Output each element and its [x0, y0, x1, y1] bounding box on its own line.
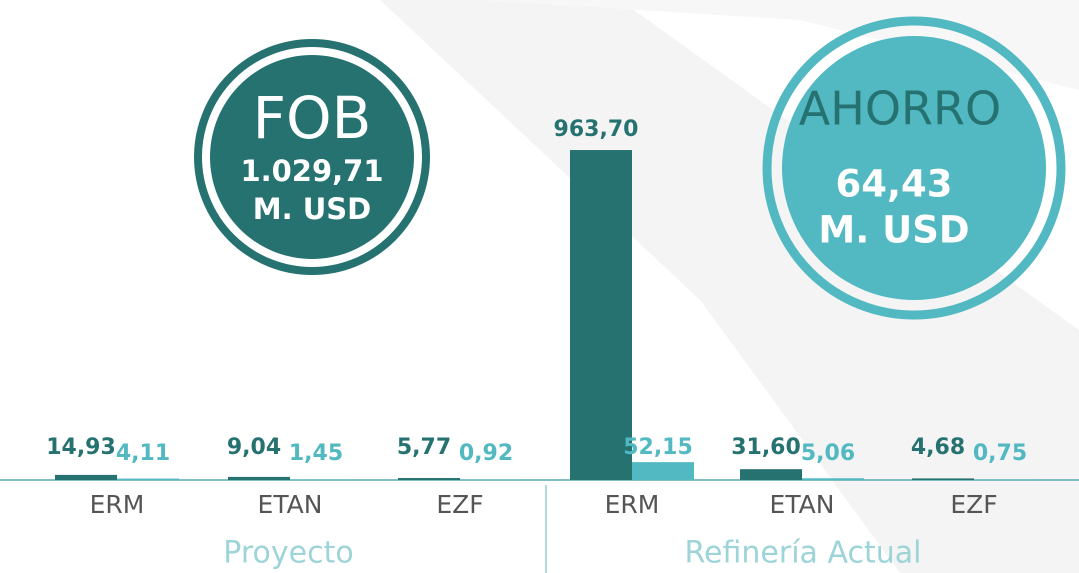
bar [398, 478, 460, 480]
x-tick-label: ERM [90, 490, 145, 519]
badge-value: 64,43 [835, 163, 952, 206]
bar [740, 469, 802, 480]
value-label: 963,70 [554, 117, 639, 142]
x-tick-label: ETAN [258, 490, 323, 519]
bar [632, 462, 694, 480]
badge-value: 1.029,71 [240, 154, 383, 188]
bar [117, 478, 179, 480]
value-label: 4,68 [911, 435, 965, 460]
bar [228, 476, 290, 480]
badge-fill [782, 36, 1046, 300]
x-tick-label: EZF [436, 490, 483, 519]
value-label: 31,60 [731, 435, 801, 460]
bar [55, 474, 117, 480]
badge-title: AHORRO [799, 82, 1001, 136]
x-tick-label: ERM [605, 490, 660, 519]
badge-ring [194, 39, 430, 275]
bar [912, 478, 974, 480]
value-label: 9,04 [227, 435, 281, 460]
value-label: 52,15 [623, 435, 693, 460]
background-shape [380, 0, 1079, 573]
value-label: 4,11 [116, 441, 170, 466]
value-label: 14,93 [46, 435, 116, 460]
badge-ring [762, 16, 1066, 320]
ahorro-badge: AHORRO 64,43 M. USD [762, 16, 1066, 320]
x-tick-label: EZF [950, 490, 997, 519]
bar [802, 478, 864, 480]
badge-unit: M. USD [818, 209, 969, 252]
fob-badge: FOB 1.029,71 M. USD [194, 39, 430, 275]
value-label: 5,77 [397, 435, 451, 460]
value-label: 0,92 [459, 441, 513, 466]
value-label: 1,45 [289, 441, 343, 466]
bar [570, 150, 632, 480]
value-label: 0,75 [973, 441, 1027, 466]
badge-unit: M. USD [253, 192, 371, 226]
x-tick-label: ETAN [770, 490, 835, 519]
badge-title: FOB [253, 84, 372, 152]
value-label: 5,06 [801, 441, 855, 466]
group-label: Refinería Actual [685, 536, 922, 571]
group-label: Proyecto [223, 536, 353, 571]
badge-fill [210, 55, 414, 259]
